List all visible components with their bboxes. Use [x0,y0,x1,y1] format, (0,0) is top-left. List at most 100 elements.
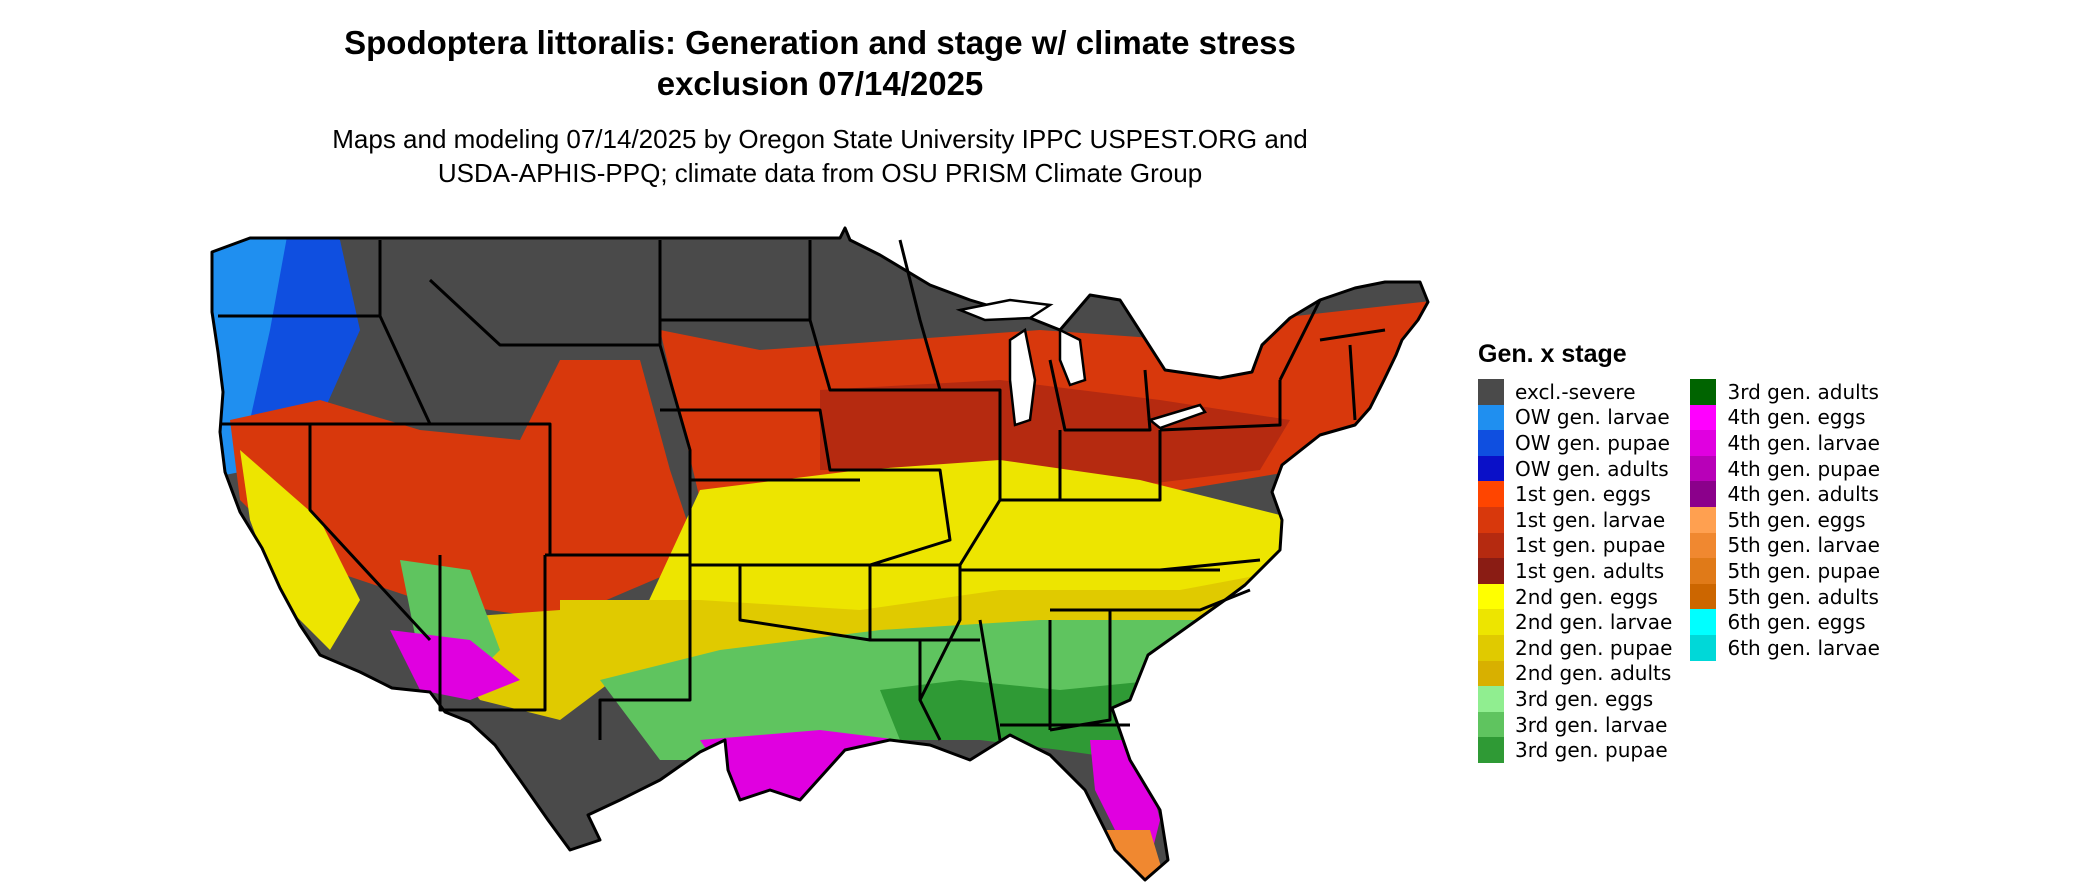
legend-title: Gen. x stage [1478,340,1627,368]
legend-item: OW gen. pupae [1478,430,1672,456]
zone-ow-pupae-west [250,228,360,470]
legend-swatch [1478,583,1504,610]
legend-swatch [1478,634,1504,661]
legend-item: OW gen. larvae [1478,404,1672,431]
legend-label: 1st gen. pupae [1515,533,1666,558]
legend-swatch [1478,660,1504,687]
border-ks-ok [690,563,980,642]
map-title: Spodoptera littoralis: Generation and st… [260,22,1380,104]
legend-swatch [1478,737,1504,763]
zone-4th-gen-larvae-az [390,630,520,700]
map-title-line1: Spodoptera littoralis: Generation and st… [344,24,1296,61]
legend-label: OW gen. pupae [1515,430,1670,455]
legend-label: 2nd gen. larvae [1515,610,1673,635]
border-mt-wy [428,240,662,347]
legend-label: 3rd gen. eggs [1515,686,1654,711]
border-mi [1048,359,1152,432]
legend-item: 1st gen. eggs [1478,481,1672,507]
lake-huron [1058,327,1087,387]
legend-column-2: 3rd gen. adults 4th gen. eggs 4th gen. lar… [1690,379,1880,763]
border-nc-sc [1110,588,1251,612]
border-nv-ca [308,424,432,642]
map-subtitle-line1: Maps and modeling 07/14/2025 by Oregon S… [332,124,1308,154]
legend-item: 5th gen. eggs [1690,506,1880,533]
lake-erie [1147,403,1207,430]
legend-swatch [1690,532,1717,559]
legend-label: OW gen. larvae [1515,405,1670,430]
zone-5th-gen-larvae-tx-tip [730,800,790,860]
legend-label: 2nd gen. eggs [1515,584,1658,609]
us-outline [210,226,1430,882]
legend-item: 1st gen. adults [1478,558,1672,584]
legend-item: 3rd gen. adults [1690,379,1880,405]
legend-item: 6th gen. eggs [1690,609,1880,635]
legend-item: 2nd gen. larvae [1478,609,1672,635]
legend-swatch [1690,506,1717,533]
legend-swatch [1478,711,1504,738]
legend-label: 2nd gen. pupae [1515,635,1673,660]
legend-label: 6th gen. eggs [1727,610,1866,635]
border-ia-mo [830,468,952,567]
legend-item: 1st gen. pupae [1478,532,1672,559]
legend-swatch [1478,481,1504,507]
border-mo-ar [870,563,962,701]
legend-label: 4th gen. adults [1727,482,1879,507]
legend-item: 4th gen. adults [1690,481,1880,507]
legend-swatch [1478,430,1504,456]
legend-swatch [1478,532,1504,559]
legend-label: 3rd gen. adults [1727,379,1879,404]
legend-swatch [1690,455,1717,482]
legend-swatch [1690,558,1717,584]
legend-swatch [1478,404,1504,431]
legend-swatch [1690,430,1717,456]
legend-label: 4th gen. eggs [1727,405,1866,430]
legend-swatch [1690,379,1717,405]
legend-label: 3rd gen. larvae [1515,712,1668,737]
legend-item: 2nd gen. eggs [1478,583,1672,610]
border-ok-tx [738,565,871,642]
legend-label: 2nd gen. adults [1515,661,1672,686]
border-ky-oh [1000,430,1162,502]
legend-swatch [1478,506,1504,533]
legend-item: 6th gen. larvae [1690,634,1880,661]
legend-label: 5th gen. larvae [1727,533,1880,558]
map-subtitle-line2: USDA-APHIS-PPQ; climate data from OSU PR… [437,158,1203,188]
legend-column-1: excl.-severe OW gen. larvae OW gen. pupae O… [1478,379,1672,763]
legend-swatch [1690,404,1717,431]
legend-label: excl.-severe [1515,379,1636,404]
zone-4th-gen-larvae-tx [700,730,900,840]
legend-swatch [1478,686,1504,712]
zone-1st-gen-pupae-midwest [820,380,1290,490]
border-idaho-mt [378,240,432,425]
legend-item: 3rd gen. pupae [1478,737,1672,763]
border-az-nm [438,555,547,712]
legend-item: 5th gen. pupae [1690,558,1880,584]
legend-label: 5th gen. eggs [1727,507,1866,532]
legend-item: 2nd gen. adults [1478,660,1672,687]
border-new-england [1319,328,1386,421]
legend-label: 1st gen. larvae [1515,507,1666,532]
legend-item: 5th gen. larvae [1690,532,1880,559]
border-ar-la [870,638,942,741]
legend-item: 2nd gen. pupae [1478,634,1673,661]
state-borders [210,226,1430,882]
legend-item: 4th gen. eggs [1690,404,1880,431]
border-ny-ne [1278,299,1322,381]
legend-label: 5th gen. pupae [1727,558,1881,583]
map-title-line2: exclusion 07/14/2025 [656,65,984,102]
legend-swatch [1690,634,1717,661]
lake-superior [955,298,1054,322]
legend-swatch [1690,609,1717,635]
zone-ow-larvae-pacific [212,228,300,480]
legend-label: 4th gen. larvae [1727,430,1880,455]
legend-swatch [1690,481,1717,507]
legend-swatch [1478,609,1504,635]
legend-item: 3rd gen. larvae [1478,711,1672,738]
legend-swatch [1478,379,1504,405]
legend-columns: excl.-severe OW gen. larvae OW gen. pupae O… [1478,379,1880,763]
legend-label: 5th gen. adults [1727,584,1879,609]
legend-swatch [1478,455,1504,482]
border-nm-tx [545,553,692,740]
legend-swatch [1690,583,1717,610]
